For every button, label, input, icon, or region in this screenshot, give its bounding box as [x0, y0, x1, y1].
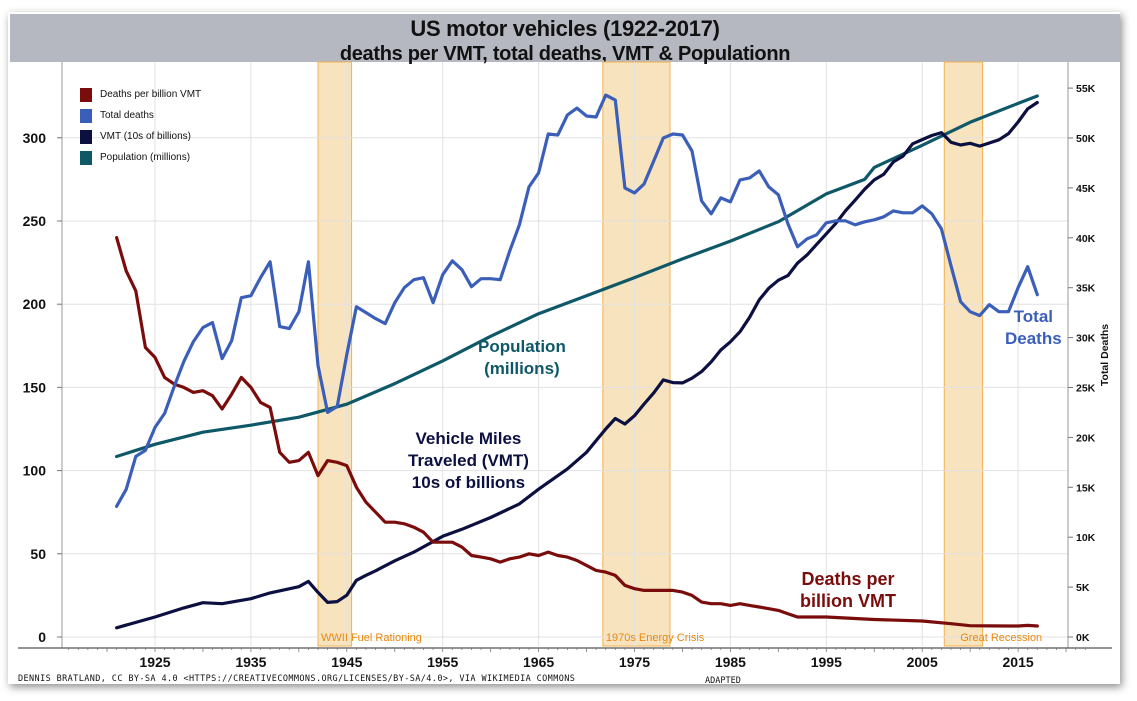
right-tick-label: 45K: [1076, 183, 1096, 195]
annotation-deaths-rate: Deaths per billion VMT: [800, 568, 896, 612]
x-tick-label: 1945: [331, 654, 362, 670]
series-population: [115, 94, 1039, 459]
x-tick-label: 1965: [523, 654, 554, 670]
right-tick-label: 35K: [1076, 283, 1096, 295]
annotation-line: Deaths per: [801, 569, 895, 589]
x-tick-label: 1975: [619, 654, 650, 670]
annotation-line: Total: [1013, 307, 1054, 326]
series-deaths-per-billion-vmt: [115, 236, 1039, 628]
left-tick-label: 250: [23, 213, 47, 229]
x-tick-label: 1985: [715, 654, 746, 670]
legend-swatch: [80, 108, 92, 123]
x-tick-label: 2005: [907, 654, 938, 670]
legend-item-population: Population (millions): [80, 147, 201, 168]
legend-item-vmt: VMT (10s of billions): [80, 126, 201, 147]
x-tick-label: 1995: [811, 654, 842, 670]
x-tick-label: 1955: [427, 654, 458, 670]
annotation-line: 10s of billions: [411, 473, 526, 492]
adapted-label: ADAPTED: [705, 676, 741, 686]
right-tick-label: 10K: [1076, 532, 1096, 544]
left-tick-label: 0: [38, 629, 46, 645]
right-tick-label: 55K: [1076, 83, 1096, 95]
legend-label: Total deaths: [100, 110, 154, 121]
chart-subtitle: deaths per VMT, total deaths, VMT & Popu…: [339, 43, 791, 65]
left-tick-label: 200: [23, 296, 47, 312]
annotation-vmt: Vehicle Miles Traveled (VMT) 10s of bill…: [408, 428, 529, 494]
annotation-population: Population (millions): [478, 336, 566, 380]
title-bar: US motor vehicles (1922-2017) deaths per…: [10, 14, 1120, 65]
x-tick-label: 1925: [139, 654, 170, 670]
legend-swatch: [80, 129, 92, 144]
annotation-line: Population: [478, 337, 566, 356]
shaded-period-label: WWII Fuel Rationing: [321, 632, 422, 644]
shaded-period-band: [602, 61, 671, 647]
right-tick-label: 50K: [1076, 133, 1096, 145]
left-tick-label: 300: [23, 130, 47, 146]
right-axis-title: Total Deaths: [1099, 324, 1111, 386]
legend-label: Deaths per billion VMT: [100, 89, 202, 100]
legend-item-total-deaths: Total deaths: [80, 105, 201, 126]
right-tick-label: 30K: [1076, 333, 1096, 345]
shaded-period-label: Great Recession: [960, 632, 1042, 644]
right-tick-label: 0K: [1076, 632, 1090, 644]
shaded-period-label: 1970s Energy Crisis: [606, 632, 705, 644]
shaded-period-band: [943, 61, 984, 647]
series-vmt: [115, 100, 1039, 630]
legend-item-deaths-rate: Deaths per billion VMT: [80, 84, 201, 105]
annotation-line: Vehicle Miles: [415, 429, 522, 448]
series-total-deaths: [115, 93, 1039, 508]
x-tick-label: 2015: [1003, 654, 1034, 670]
legend-label: VMT (10s of billions): [100, 131, 191, 142]
right-tick-label: 40K: [1076, 233, 1096, 245]
legend-swatch: [80, 150, 92, 165]
x-tick-label: 1935: [235, 654, 266, 670]
chart-title: US motor vehicles (1922-2017): [410, 16, 720, 41]
annotation-line: Deaths: [1005, 329, 1062, 348]
credit-text: DENNIS BRATLAND, CC BY-SA 4.0 <HTTPS://C…: [18, 674, 576, 684]
left-tick-label: 100: [23, 463, 47, 479]
left-tick-label: 50: [30, 546, 46, 562]
right-tick-label: 15K: [1076, 482, 1096, 494]
legend-label: Population (millions): [100, 152, 191, 163]
right-tick-label: 25K: [1076, 383, 1096, 395]
annotation-line: billion VMT: [800, 591, 896, 611]
legend-swatch: [80, 87, 92, 102]
legend: Deaths per billion VMT Total deaths VMT …: [80, 84, 201, 168]
right-tick-label: 20K: [1076, 432, 1096, 444]
annotation-line: (millions): [484, 359, 560, 378]
right-tick-label: 5K: [1076, 582, 1090, 594]
annotation-total-deaths: Total Deaths: [1005, 306, 1062, 350]
annotation-line: Traveled (VMT): [408, 451, 529, 470]
left-tick-label: 150: [23, 379, 47, 395]
